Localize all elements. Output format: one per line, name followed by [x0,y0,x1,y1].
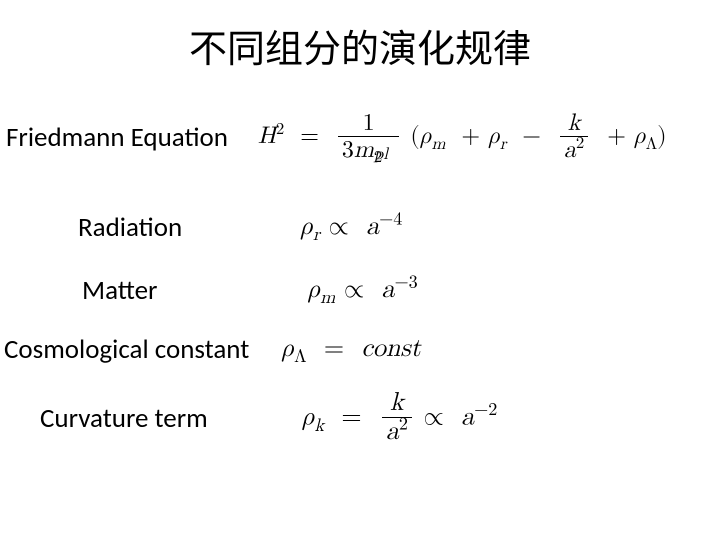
eq-coef-frac: 1 3m2pl [338,111,400,165]
row-friedmann: Friedmann Equation H2 = 1 3m2pl (ρm + ρr… [0,111,720,165]
row-cosmological-constant: Cosmological constant ρΛ = const [0,333,720,366]
row-curvature: Curvature term ρk = k a2 ∝ a−2 [0,390,720,448]
eq-matter: ρm ∝ a−3 [307,275,417,306]
row-radiation: Radiation ρr ∝ a−4 [0,211,720,244]
label-curvature: Curvature term [40,402,208,435]
eq-radiation: ρr ∝ a−4 [300,212,402,243]
label-matter: Matter [82,274,157,307]
eq-k-over-a2: k a2 [560,111,588,165]
label-radiation: Radiation [78,211,182,244]
eq-H: H [258,124,276,148]
eq-coef-num: 1 [338,111,400,137]
row-matter: Matter ρm ∝ a−3 [0,274,720,307]
eq-curv-frac: k a2 [382,390,412,448]
slide-title: 不同组分的演化规律 [0,0,720,83]
eq-friedmann: H2 = 1 3m2pl (ρm + ρr − k a2 + ρΛ) [258,111,667,165]
label-friedmann: Friedmann Equation [6,121,228,154]
eq-coef-den: 3m2pl [338,137,400,165]
eq-H-exp: 2 [276,121,284,138]
eq-cosmo: ρΛ = const [281,334,420,365]
eq-curvature: ρk = k a2 ∝ a−2 [302,390,498,448]
label-cosmo: Cosmological constant [4,333,249,366]
slide: 不同组分的演化规律 Friedmann Equation H2 = 1 3m2p… [0,0,720,540]
